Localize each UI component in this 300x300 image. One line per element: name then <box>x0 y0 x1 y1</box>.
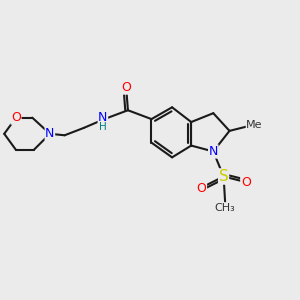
Text: N: N <box>98 111 108 124</box>
Text: CH₃: CH₃ <box>215 203 236 213</box>
Text: O: O <box>11 111 21 124</box>
Text: N: N <box>208 145 218 158</box>
Text: O: O <box>196 182 206 195</box>
Text: O: O <box>122 81 131 94</box>
Text: N: N <box>45 127 55 140</box>
Text: O: O <box>241 176 250 189</box>
Text: H: H <box>99 122 107 132</box>
Text: S: S <box>219 169 229 184</box>
Text: Me: Me <box>246 120 263 130</box>
